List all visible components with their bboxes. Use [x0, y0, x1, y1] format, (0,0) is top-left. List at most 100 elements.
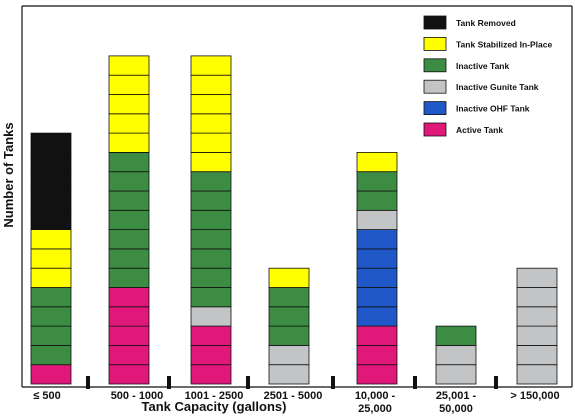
- bar-segment: [435, 344, 477, 366]
- bar-segment: [30, 209, 72, 231]
- bar-segment: [190, 209, 232, 231]
- bar-segment: [356, 190, 398, 211]
- bar-segment: [108, 325, 150, 346]
- bar-segment: [108, 94, 150, 115]
- bar-segment: [435, 325, 477, 346]
- bar-segment: [516, 344, 558, 366]
- bar-segment: [190, 364, 232, 385]
- bar-segment: [190, 74, 232, 95]
- bar-segment: [268, 344, 310, 366]
- x-tick-label: 25,001 -50,000: [436, 390, 477, 415]
- bar-segment: [190, 229, 232, 250]
- legend-swatch: [423, 37, 447, 51]
- bar-segment: [356, 325, 398, 346]
- bar-segment: [108, 267, 150, 288]
- bar-segment: [30, 132, 72, 153]
- bar-segment: [30, 248, 72, 269]
- bar-segment: [108, 74, 150, 95]
- legend-label: Active Tank: [456, 125, 503, 135]
- bar-segment: [108, 132, 150, 153]
- legend-swatch: [423, 101, 447, 115]
- legend-swatch: [423, 15, 447, 30]
- bar-segment: [268, 364, 310, 385]
- bar-segment: [108, 344, 150, 366]
- legend-swatch: [423, 58, 447, 73]
- x-tick-label: 10,000 -25,000: [355, 390, 396, 415]
- bar-segment: [30, 171, 72, 192]
- bar-segment: [190, 171, 232, 192]
- axis-break-mark: [413, 376, 417, 389]
- bars-group: [30, 55, 558, 385]
- bar-segment: [108, 55, 150, 76]
- bar-segment: [190, 306, 232, 327]
- bar-segment: [356, 171, 398, 192]
- y-axis-title: Number of Tanks: [1, 122, 16, 227]
- bar-segment: [516, 364, 558, 385]
- legend: Tank Removed Tank Stabilized In-Place Inac…: [423, 15, 552, 137]
- bar-segment: [30, 364, 72, 385]
- x-tick-label: ≤ 500: [33, 390, 60, 402]
- axis-break-mark: [167, 376, 171, 389]
- bar-segment: [108, 306, 150, 327]
- bar-segment: [108, 190, 150, 211]
- legend-swatch: [423, 122, 447, 137]
- bar-segment: [190, 325, 232, 346]
- bar-segment: [516, 287, 558, 308]
- x-axis-title: Tank Capacity (gallons): [142, 399, 287, 414]
- bar-segment: [190, 94, 232, 115]
- bar-segment: [108, 113, 150, 134]
- bar-segment: [108, 171, 150, 192]
- bar-segment: [30, 287, 72, 308]
- bar-segment: [108, 287, 150, 308]
- bar-segment: [190, 287, 232, 308]
- bar-segment: [190, 267, 232, 288]
- bar-segment: [30, 190, 72, 211]
- bar-segment: [356, 344, 398, 366]
- bar-segment: [268, 267, 310, 288]
- x-tick-label: 1001 - 2500: [185, 390, 244, 402]
- legend-label: Inactive Gunite Tank: [456, 82, 539, 92]
- bar-segment: [190, 190, 232, 211]
- bar-segment: [356, 364, 398, 385]
- bar-segment: [356, 306, 398, 327]
- bar-segment: [108, 229, 150, 250]
- bar-segment: [435, 364, 477, 385]
- legend-label: Tank Stabilized In-Place: [456, 39, 552, 49]
- legend-label: Inactive OHF Tank: [456, 104, 530, 114]
- bar-segment: [356, 229, 398, 250]
- bar-segment: [108, 364, 150, 385]
- bar-segment: [356, 287, 398, 308]
- bar-segment: [30, 267, 72, 288]
- legend-swatch: [423, 79, 447, 94]
- x-tick-label: > 150,000: [510, 390, 559, 402]
- bar-segment: [108, 151, 150, 173]
- legend-label: Tank Removed: [456, 18, 516, 28]
- bar-segment: [516, 267, 558, 288]
- axis-break-mark: [331, 376, 335, 389]
- bar-segment: [516, 325, 558, 346]
- bar-segment: [108, 209, 150, 231]
- bar-segment: [108, 248, 150, 269]
- bar-segment: [356, 267, 398, 288]
- legend-label: Inactive Tank: [456, 61, 509, 71]
- axes-group: [21, 5, 573, 389]
- axis-break-mark: [86, 376, 90, 389]
- bar-segment: [268, 325, 310, 346]
- bar-segment: [268, 306, 310, 327]
- bar-segment: [190, 344, 232, 366]
- bar-segment: [190, 132, 232, 153]
- bar-segment: [30, 151, 72, 173]
- bar-segment: [190, 151, 232, 173]
- axis-break-mark: [494, 376, 498, 389]
- bar-segment: [268, 287, 310, 308]
- bar-segment: [30, 306, 72, 327]
- tick-labels-group: ≤ 500 500 - 1000 1001 - 2500 2501 - 5000 10,…: [33, 390, 559, 415]
- x-tick-label: 2501 - 5000: [264, 390, 323, 402]
- bar-segment: [30, 344, 72, 366]
- bar-segment: [190, 113, 232, 134]
- bar-segment: [356, 151, 398, 173]
- bar-segment: [30, 325, 72, 346]
- bar-segment: [190, 55, 232, 76]
